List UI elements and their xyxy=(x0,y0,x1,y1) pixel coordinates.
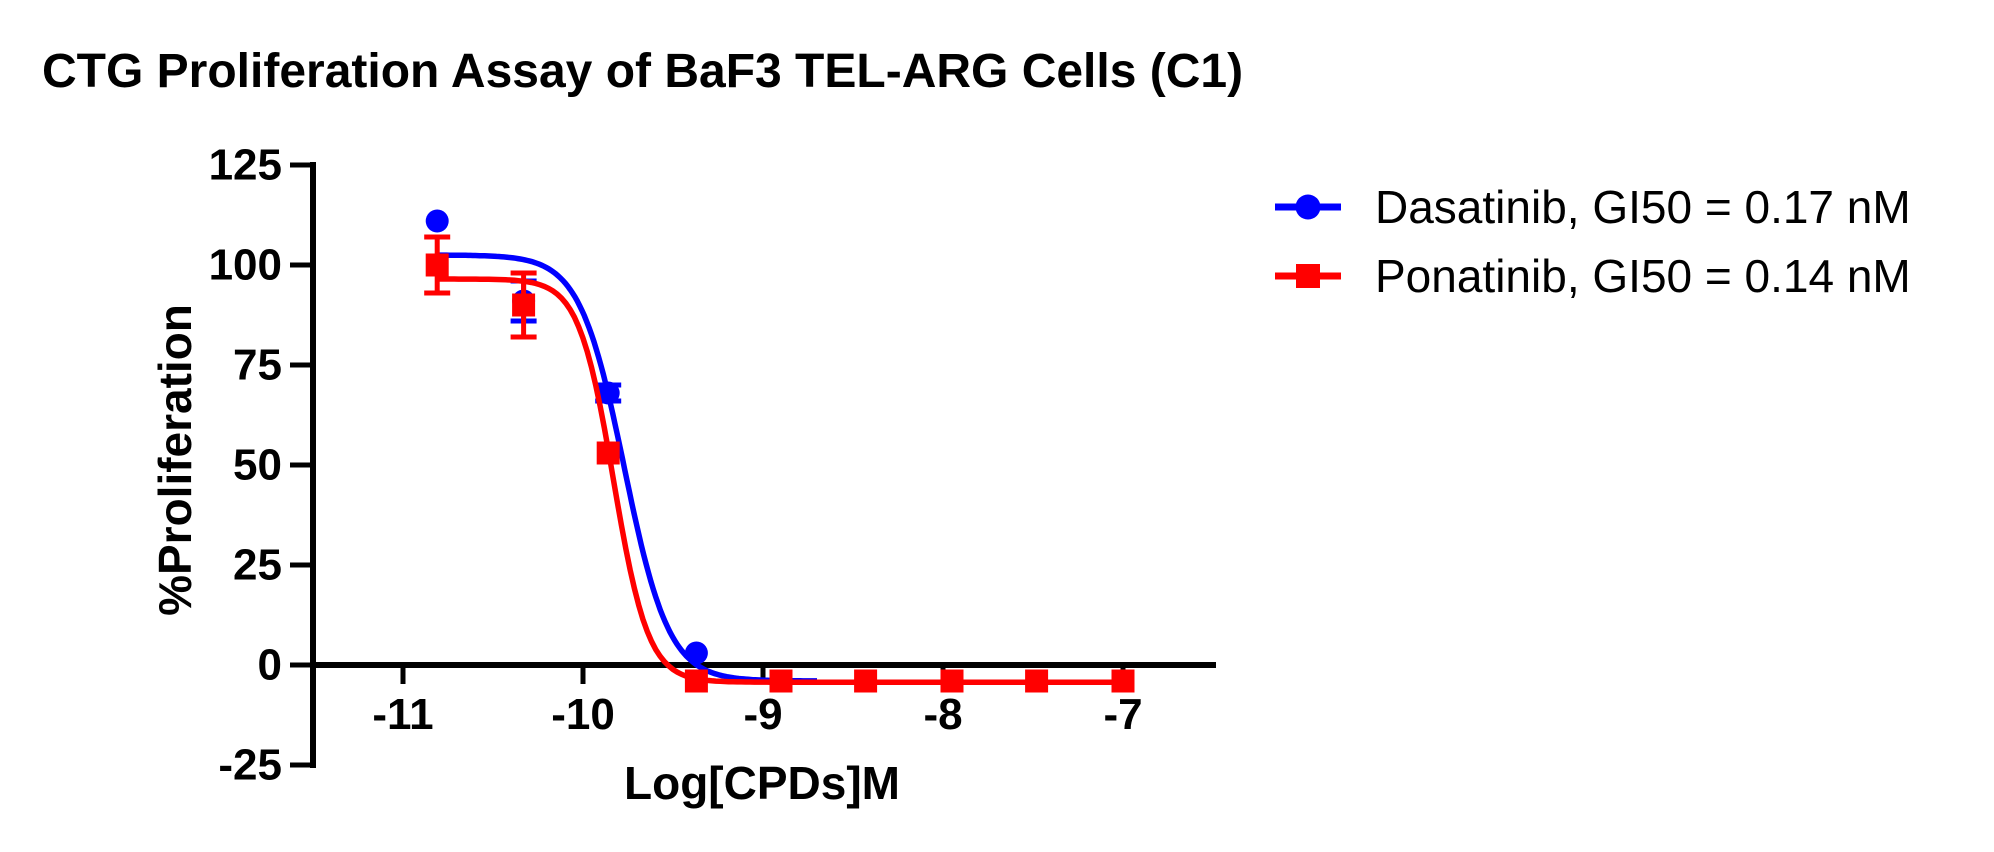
legend-circle-marker xyxy=(1295,194,1321,219)
legend-square-marker xyxy=(1296,263,1320,288)
y-tick-label: 25 xyxy=(233,541,282,590)
ponatinib-data-point xyxy=(1025,669,1049,693)
ponatinib-data-point xyxy=(854,669,878,693)
dasatinib-circle-marker-icon xyxy=(1275,194,1341,219)
dasatinib-fit-curve xyxy=(437,252,817,684)
y-tick-label: 75 xyxy=(233,341,282,390)
ponatinib-data-point xyxy=(769,669,793,693)
chart-title: CTG Proliferation Assay of BaF3 TEL-ARG … xyxy=(42,45,1244,98)
ponatinib-data-point xyxy=(684,669,708,693)
x-tick-label: -9 xyxy=(743,690,782,739)
dasatinib-data-point xyxy=(596,381,620,405)
ponatinib-data-point xyxy=(512,293,536,317)
x-tick-label: -8 xyxy=(923,690,962,739)
ponatinib-data-point xyxy=(1111,669,1135,693)
y-tick-label: -25 xyxy=(218,741,282,790)
y-tick-label: 50 xyxy=(233,441,282,490)
data-series xyxy=(424,209,1135,693)
x-tick-label: -10 xyxy=(551,690,615,739)
legend-item-dasatinib: Dasatinib, GI50 = 0.17 nM xyxy=(1273,172,1911,241)
ponatinib-square-marker-icon xyxy=(1275,263,1341,288)
x-tick-label: -7 xyxy=(1103,690,1142,739)
dasatinib-data-point xyxy=(684,641,708,665)
y-axis-title: %Proliferation xyxy=(149,304,201,616)
y-tick-label: 100 xyxy=(209,241,282,290)
ponatinib-data-point xyxy=(940,669,964,693)
axes: 125 100 75 50 25 0 -25 -11 -10 -9 -8 -7 xyxy=(209,141,1216,790)
y-tick-label: 125 xyxy=(209,141,282,190)
dasatinib-data-point xyxy=(425,209,449,233)
legend-label-dasatinib: Dasatinib, GI50 = 0.17 nM xyxy=(1375,180,1911,233)
legend-label-ponatinib: Ponatinib, GI50 = 0.14 nM xyxy=(1375,249,1911,302)
x-axis-title: Log[CPDs]M xyxy=(624,757,900,809)
y-tick-label: 0 xyxy=(258,641,282,690)
ponatinib-fit-curve xyxy=(437,276,1123,685)
legend: Dasatinib, GI50 = 0.17 nM Ponatinib, GI5… xyxy=(1273,172,1911,310)
series-ponatinib xyxy=(424,234,1135,693)
ponatinib-data-point xyxy=(596,441,620,465)
legend-item-ponatinib: Ponatinib, GI50 = 0.14 nM xyxy=(1273,241,1911,310)
x-tick-label: -11 xyxy=(372,690,433,739)
ponatinib-data-point xyxy=(425,253,449,277)
